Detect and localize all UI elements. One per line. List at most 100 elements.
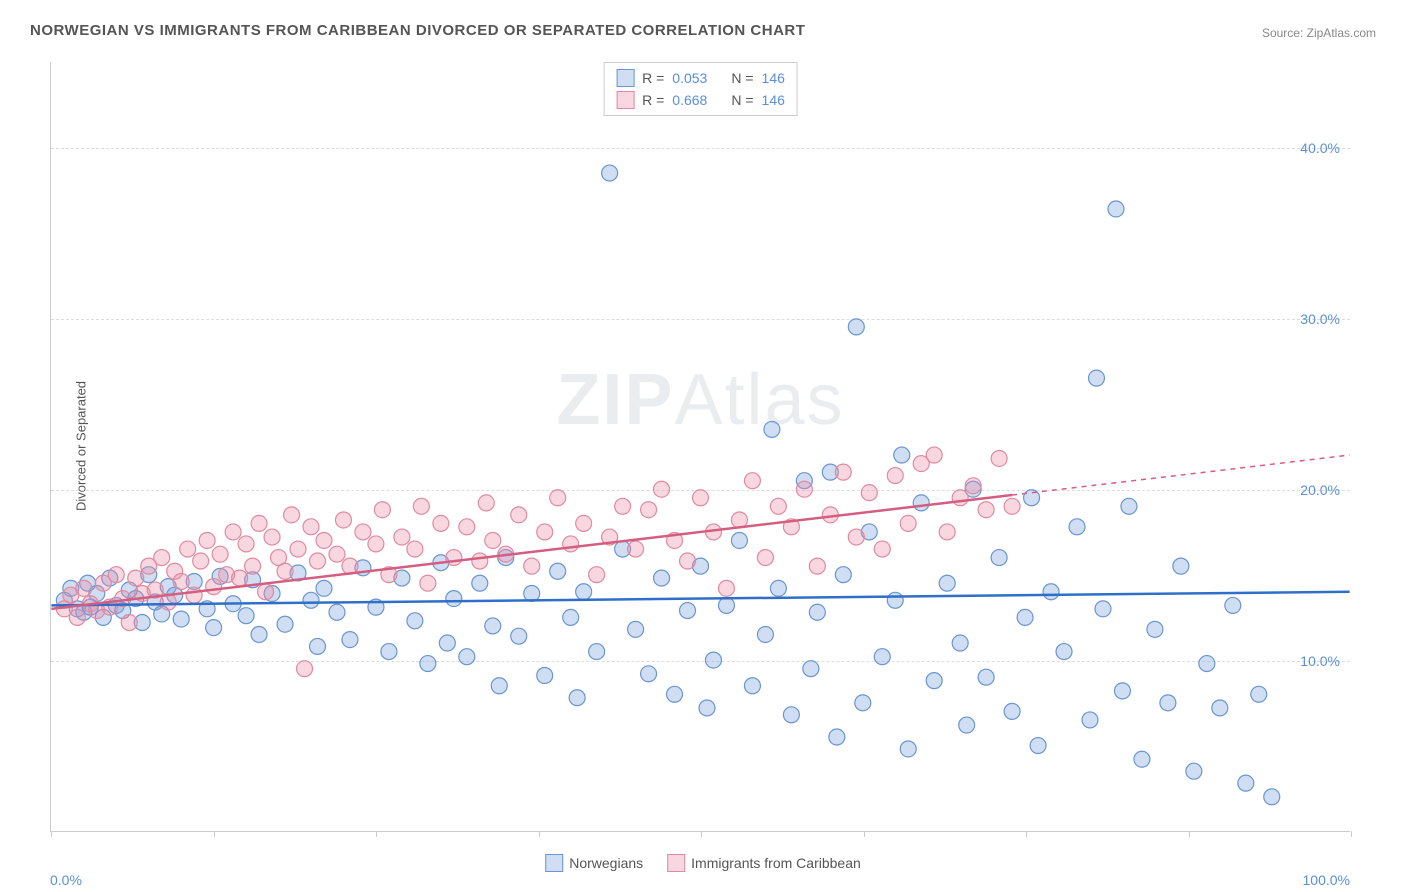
data-point — [991, 550, 1007, 566]
data-point — [1082, 712, 1098, 728]
n-value-1: 146 — [762, 70, 785, 86]
data-point — [537, 524, 553, 540]
data-point — [491, 678, 507, 694]
trend-line-dashed — [1012, 455, 1350, 495]
r-label: R = — [642, 70, 664, 86]
data-point — [420, 656, 436, 672]
data-point — [1199, 656, 1215, 672]
source-name: ZipAtlas.com — [1307, 26, 1376, 40]
data-point — [232, 570, 248, 586]
legend-swatch-pink — [667, 854, 685, 872]
data-point — [310, 553, 326, 569]
data-point — [680, 603, 696, 619]
data-point — [654, 481, 670, 497]
legend-item-norwegians: Norwegians — [545, 854, 643, 872]
data-point — [537, 668, 553, 684]
data-point — [718, 597, 734, 613]
data-point — [439, 635, 455, 651]
data-point — [1134, 751, 1150, 767]
n-label: N = — [731, 70, 753, 86]
legend-item-caribbean: Immigrants from Caribbean — [667, 854, 861, 872]
data-point — [310, 638, 326, 654]
data-point — [1264, 789, 1280, 805]
data-point — [446, 550, 462, 566]
data-point — [407, 541, 423, 557]
data-point — [290, 541, 306, 557]
data-point — [705, 652, 721, 668]
data-point — [1147, 621, 1163, 637]
data-point — [959, 717, 975, 733]
source-attribution: Source: ZipAtlas.com — [1262, 26, 1376, 40]
data-point — [848, 529, 864, 545]
data-point — [978, 502, 994, 518]
n-value-2: 146 — [762, 92, 785, 108]
x-tick — [539, 831, 540, 837]
data-point — [206, 620, 222, 636]
data-point — [699, 700, 715, 716]
data-point — [1017, 609, 1033, 625]
data-point — [654, 570, 670, 586]
data-point — [180, 541, 196, 557]
data-point — [887, 592, 903, 608]
data-point — [602, 165, 618, 181]
data-point — [718, 580, 734, 596]
data-point — [1251, 686, 1267, 702]
data-point — [757, 550, 773, 566]
data-point — [173, 611, 189, 627]
data-point — [680, 553, 696, 569]
data-point — [770, 498, 786, 514]
legend-swatch-blue — [616, 69, 634, 87]
data-point — [381, 644, 397, 660]
data-point — [420, 575, 436, 591]
data-point — [809, 558, 825, 574]
data-point — [641, 666, 657, 682]
legend-swatch-pink — [616, 91, 634, 109]
data-point — [803, 661, 819, 677]
data-point — [1043, 584, 1059, 600]
data-point — [154, 550, 170, 566]
x-tick — [214, 831, 215, 837]
data-point — [667, 686, 683, 702]
data-point — [848, 319, 864, 335]
legend-swatch-blue — [545, 854, 563, 872]
data-point — [770, 580, 786, 596]
data-point — [459, 519, 475, 535]
data-point — [258, 584, 274, 600]
data-point — [284, 507, 300, 523]
data-point — [965, 478, 981, 494]
data-point — [589, 644, 605, 660]
data-point — [550, 563, 566, 579]
data-point — [744, 473, 760, 489]
data-point — [1056, 644, 1072, 660]
legend-row-series1: R = 0.053 N = 146 — [616, 67, 785, 89]
data-point — [894, 447, 910, 463]
x-tick — [864, 831, 865, 837]
data-point — [342, 632, 358, 648]
data-point — [238, 608, 254, 624]
data-point — [926, 447, 942, 463]
data-point — [809, 604, 825, 620]
data-point — [485, 618, 501, 634]
data-point — [511, 507, 527, 523]
data-point — [796, 481, 812, 497]
data-point — [563, 609, 579, 625]
data-point — [1030, 738, 1046, 754]
data-point — [887, 468, 903, 484]
data-point — [193, 553, 209, 569]
data-point — [1004, 498, 1020, 514]
data-point — [615, 498, 631, 514]
data-point — [76, 580, 92, 596]
trend-line — [51, 592, 1349, 606]
data-point — [199, 532, 215, 548]
x-tick — [1351, 831, 1352, 837]
data-point — [1108, 201, 1124, 217]
data-point — [913, 495, 929, 511]
data-point — [329, 546, 345, 562]
data-point — [1095, 601, 1111, 617]
data-point — [524, 585, 540, 601]
data-point — [238, 536, 254, 552]
x-tick — [701, 831, 702, 837]
data-point — [225, 524, 241, 540]
data-point — [368, 536, 384, 552]
data-point — [991, 450, 1007, 466]
